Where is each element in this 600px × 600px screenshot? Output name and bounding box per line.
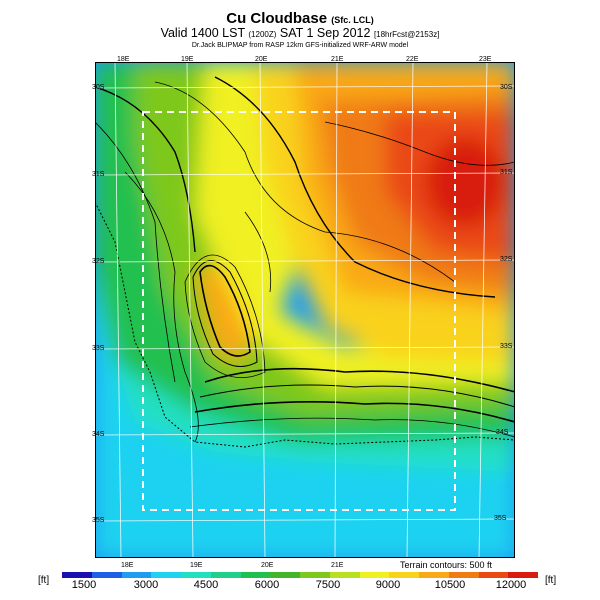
lat-label-right: 32S — [500, 256, 513, 263]
model-line: Dr.Jack BLIPMAP from RASP 12km GFS-initi… — [191, 42, 409, 49]
contour-line — [324, 121, 515, 166]
lat-label-left: 30S — [92, 84, 105, 91]
field-red-core — [425, 137, 505, 227]
lon-label-bottom: 21E — [331, 562, 344, 569]
lon-label-top: 23E — [479, 56, 492, 63]
coastline-path — [95, 201, 515, 448]
valid-line: Valid 1400 LST (1200Z) SAT 1 Sep 2012 [1… — [0, 26, 600, 40]
colorbar-swatch — [62, 572, 92, 578]
chart-title: Cu Cloudbase (Sfc. LCL) — [0, 10, 600, 27]
lon-label-top: 22E — [406, 56, 419, 63]
colorbar-swatch — [270, 572, 300, 578]
parallel-line — [95, 85, 515, 89]
colorbar-swatch — [389, 572, 419, 578]
colorbar-unit-left: [ft] — [38, 575, 50, 586]
colorbar-tick-label: 4500 — [193, 579, 219, 591]
colorbar-swatch — [359, 572, 390, 578]
contour-line — [194, 400, 515, 423]
colorbar — [62, 572, 538, 578]
colorbar-swatch — [478, 572, 509, 578]
contour-line — [124, 171, 199, 443]
contour-line — [204, 367, 515, 393]
meridian-line — [334, 62, 338, 558]
contour-line — [184, 254, 266, 378]
lat-label-left: 34S — [92, 431, 105, 438]
parallel-line — [95, 432, 515, 436]
colorbar-tick-label: 9000 — [375, 579, 401, 591]
contour-line — [154, 81, 456, 283]
inner-domain-box — [142, 111, 456, 511]
field-ridge-orange — [195, 267, 250, 362]
colorbar-unit-right: [ft] — [545, 575, 557, 586]
colorbar-swatch — [91, 572, 122, 578]
colorbar-tick-label: 10500 — [434, 579, 466, 591]
colorbar-tick-label: 3000 — [133, 579, 159, 591]
lat-label-right: 33S — [500, 343, 513, 350]
lon-label-top: 20E — [255, 56, 268, 63]
contour-line — [199, 264, 251, 357]
meridian-line — [478, 62, 488, 558]
colorbar-tick-label: 6000 — [254, 579, 280, 591]
lat-label-right: 35S — [494, 515, 507, 522]
lon-label-top: 18E — [117, 56, 130, 63]
lat-label-right: 31S — [500, 169, 513, 176]
colorbar-swatch — [151, 572, 181, 578]
parallel-line — [95, 346, 515, 350]
valid-time: Valid 1400 LST — [160, 26, 245, 40]
lon-label-top: 21E — [331, 56, 344, 63]
meridian-line — [186, 62, 194, 558]
colorbar-swatch — [419, 572, 449, 578]
meridian-line — [406, 62, 414, 558]
colorbar-swatch — [210, 572, 241, 578]
valid-date: SAT 1 Sep 2012 — [279, 26, 371, 40]
lat-label-left: 35S — [92, 517, 105, 524]
lat-label-right: 34S — [496, 429, 509, 436]
graticule — [95, 62, 515, 558]
meridian-line — [259, 62, 266, 558]
contour-line — [244, 211, 272, 293]
lon-label-bottom: 18E — [121, 562, 134, 569]
contour-line — [95, 86, 196, 253]
colorbar-swatch — [508, 572, 538, 578]
parallel-line — [95, 172, 515, 176]
colorbar-tick-label: 1500 — [71, 579, 97, 591]
lon-label-bottom: 20E — [261, 562, 274, 569]
colorbar-tick-label: 7500 — [315, 579, 341, 591]
parallel-line — [95, 259, 515, 263]
map-canvas — [95, 62, 515, 558]
contour-line — [199, 384, 515, 408]
lat-label-right: 30S — [500, 84, 513, 91]
coastline — [95, 201, 515, 448]
map-frame — [95, 62, 515, 558]
contour-line — [95, 121, 176, 383]
colorbar-swatch — [300, 572, 330, 578]
colorbar-swatch — [240, 572, 271, 578]
parallel-line — [95, 518, 515, 522]
lon-label-bottom: 19E — [190, 562, 203, 569]
colorbar-tick-label: 12000 — [495, 579, 527, 591]
lat-label-left: 33S — [92, 345, 105, 352]
title-main: Cu Cloudbase — [226, 10, 328, 27]
terrain-contours — [95, 76, 515, 443]
contour-line — [192, 260, 258, 367]
lon-label-top: 19E — [181, 56, 194, 63]
colorbar-swatch — [329, 572, 360, 578]
forecast-tag: [18hrFcst@2153z] — [373, 30, 440, 39]
colorbar-swatch — [121, 572, 152, 578]
colorbar-swatch — [181, 572, 211, 578]
title-suffix: (Sfc. LCL) — [331, 15, 374, 25]
map-panel: 18E 19E 20E 21E 22E 23E 18E 19E 20E 21E … — [92, 56, 515, 569]
contour-line — [189, 417, 515, 438]
terrain-contour-note: Terrain contours: 500 ft — [400, 560, 493, 570]
contour-line — [214, 76, 496, 298]
cloudbase-field — [95, 62, 515, 558]
valid-z: (1200Z) — [248, 30, 277, 39]
lat-label-left: 32S — [92, 258, 105, 265]
lat-label-left: 31S — [92, 171, 105, 178]
meridian-line — [114, 62, 122, 558]
colorbar-swatch — [448, 572, 479, 578]
